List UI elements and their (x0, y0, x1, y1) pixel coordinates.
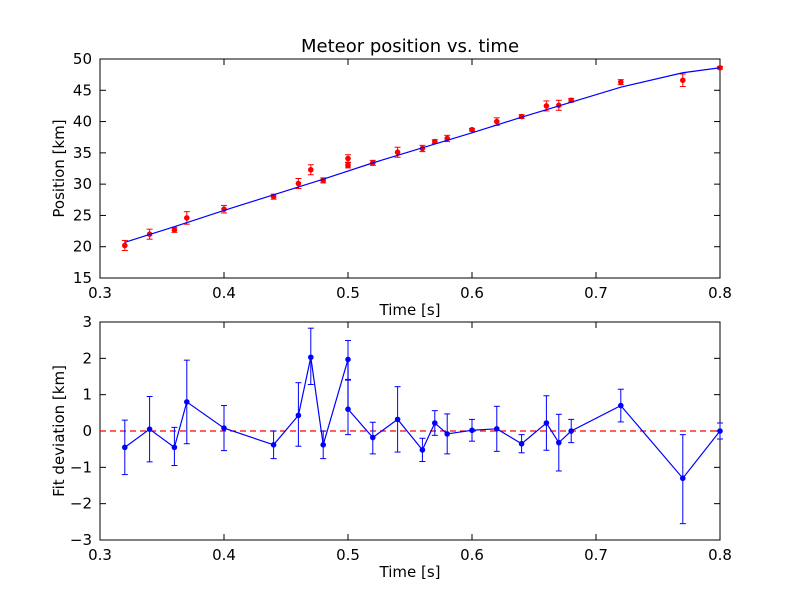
deviation-point (184, 399, 190, 405)
deviation-point (543, 420, 550, 426)
position-y-tick-label: 30 (73, 175, 92, 193)
deviation-point (494, 426, 500, 432)
deviation-point (370, 434, 376, 441)
data-point (308, 166, 314, 173)
data-point (680, 77, 686, 84)
deviation-point (469, 427, 475, 434)
data-point (543, 103, 550, 109)
deviation-point (568, 428, 575, 434)
deviation-point (556, 439, 562, 446)
deviation-point (618, 402, 624, 409)
position-x-tick-label: 0.6 (460, 284, 484, 302)
position-y-tick-label: 35 (73, 144, 92, 162)
data-point (469, 126, 475, 133)
data-point (618, 79, 624, 85)
deviation-point (320, 442, 327, 448)
deviation-point (270, 442, 277, 448)
deviation-point (717, 428, 723, 434)
position-plot: 0.3 0.4 0.5 0.6 0.7 0.8 15 20 25 30 35 40 45 50 Meteor… (50, 36, 732, 319)
deviation-point (295, 412, 302, 419)
data-point (171, 227, 178, 233)
data-point (184, 215, 190, 221)
position-y-tick-label: 25 (73, 206, 92, 224)
deviation-point (518, 440, 525, 447)
deviation-y-tick-label: 1 (82, 386, 92, 404)
position-y-tick-label: 20 (73, 238, 92, 256)
deviation-point (432, 420, 438, 426)
position-x-tick-label: 0.8 (708, 284, 732, 302)
deviation-x-tick-label: 0.3 (88, 546, 112, 564)
deviation-point (394, 416, 401, 423)
position-x-tick-label: 0.3 (88, 284, 112, 302)
position-x-tick-label: 0.7 (584, 284, 608, 302)
chart-title: Meteor position vs. time (301, 36, 519, 57)
deviation-point (345, 406, 351, 413)
deviation-x-tick-label: 0.8 (708, 546, 732, 564)
position-y-axis-label: Position [km] (50, 119, 68, 217)
position-x-tick-label: 0.4 (212, 284, 236, 302)
deviation-y-tick-label: 0 (82, 422, 92, 440)
position-y-tick-label: 50 (73, 50, 92, 68)
position-axes-frame (99, 58, 721, 279)
data-point (122, 242, 128, 249)
deviation-y-axis-label: Fit deviation [km] (50, 365, 68, 497)
deviation-x-axis-label: Time [s] (379, 563, 441, 581)
deviation-point (680, 475, 686, 482)
position-x-tick-label: 0.5 (336, 284, 360, 302)
data-point (394, 149, 401, 156)
deviation-x-tick-label: 0.5 (336, 546, 360, 564)
deviation-plot: 0.3 0.4 0.5 0.6 0.7 0.8 −3 −2 −1 0 1 2 3 Time [s] Fit … (50, 313, 732, 581)
data-point (295, 180, 302, 187)
deviation-y-tick-label: −1 (70, 458, 92, 476)
data-point (345, 155, 351, 162)
deviation-point (171, 444, 178, 451)
deviation-y-tick-label: −3 (70, 531, 92, 549)
deviation-x-tick-label: 0.7 (584, 546, 608, 564)
deviation-point (221, 425, 227, 431)
deviation-point (308, 354, 314, 361)
fit-line (124, 67, 721, 243)
data-point (345, 162, 351, 169)
deviation-point (419, 447, 426, 453)
deviation-point (444, 431, 451, 437)
deviation-point (146, 426, 153, 432)
deviation-x-tick-label: 0.4 (212, 546, 236, 564)
position-y-tick-label: 15 (73, 269, 92, 287)
deviation-y-tick-label: 2 (82, 349, 92, 367)
deviation-y-tick-label: −2 (70, 495, 92, 513)
position-y-tick-label: 40 (73, 113, 92, 131)
position-y-tick-label: 45 (73, 81, 92, 99)
deviation-point (122, 444, 128, 451)
deviation-point (345, 356, 351, 363)
position-x-axis-label: Time [s] (379, 301, 441, 319)
deviation-x-tick-label: 0.6 (460, 546, 484, 564)
deviation-y-tick-label: 3 (82, 313, 92, 331)
data-point (494, 118, 500, 125)
